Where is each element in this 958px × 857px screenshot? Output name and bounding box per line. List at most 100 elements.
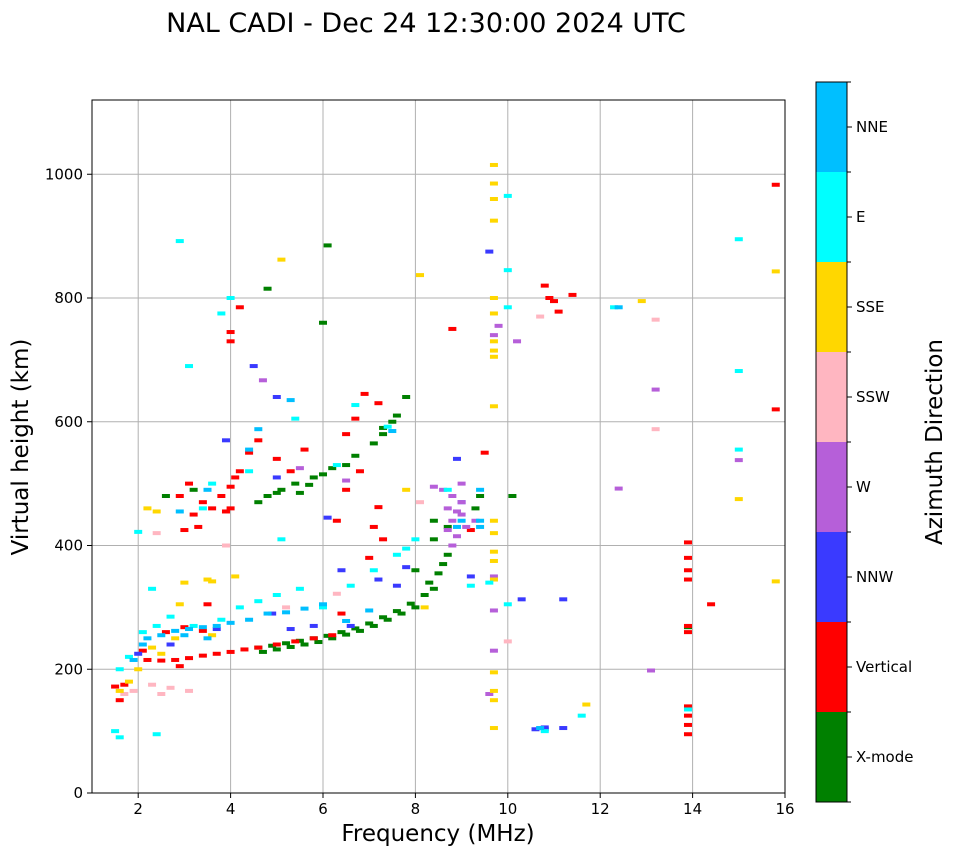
data-point-vertical — [466, 528, 475, 533]
data-point-nne — [342, 618, 351, 623]
data-point-nnw — [272, 475, 281, 480]
data-point-x-mode — [351, 626, 360, 631]
data-point-sse — [582, 702, 591, 707]
data-point-e — [503, 268, 512, 273]
data-point-vertical — [480, 450, 489, 455]
data-point-x-mode — [323, 243, 332, 248]
data-point-x-mode — [342, 463, 351, 468]
data-point-w — [452, 534, 461, 539]
grid-lines — [92, 100, 786, 794]
data-point-x-mode — [411, 568, 420, 573]
data-point-nnw — [309, 623, 318, 628]
data-point-vertical — [245, 450, 254, 455]
x-tick-label: 6 — [318, 800, 328, 818]
data-point-vertical — [683, 540, 692, 545]
data-point-vertical — [369, 524, 378, 529]
data-point-x-mode — [402, 395, 411, 399]
y-tick-label: 600 — [54, 413, 83, 431]
data-point-e — [503, 305, 512, 310]
data-point-e — [295, 586, 304, 591]
data-point-e — [111, 729, 120, 734]
data-point-e — [734, 447, 743, 452]
data-point-e — [152, 732, 161, 737]
data-point-vertical — [683, 555, 692, 560]
data-point-w — [457, 481, 466, 486]
data-point-vertical — [175, 494, 184, 498]
data-point-nnw — [392, 583, 401, 588]
data-point-x-mode — [319, 472, 327, 477]
data-point-nne — [175, 509, 184, 514]
x-tick-label: 10 — [498, 800, 517, 818]
data-point-w — [462, 524, 471, 529]
data-point-vertical — [332, 518, 341, 523]
data-point-vertical — [226, 484, 235, 489]
data-point-vertical — [157, 658, 166, 663]
data-point-e — [392, 552, 401, 557]
data-point-nnw — [337, 568, 346, 573]
data-point-sse — [489, 558, 498, 563]
data-point-vertical — [180, 625, 189, 630]
x-axis-ticks: 2 4 6 8 10 12 14 16 — [133, 793, 795, 818]
data-point-e — [683, 707, 692, 712]
data-point-sse — [489, 549, 498, 554]
data-point-e — [734, 369, 743, 374]
data-point-x-mode — [328, 636, 337, 641]
data-point-w — [489, 648, 498, 653]
data-points — [111, 162, 780, 740]
y-axis-label: Virtual height (km) — [8, 339, 34, 556]
data-point-vertical — [138, 648, 147, 653]
data-point-x-mode — [272, 647, 281, 652]
data-point-w — [734, 458, 743, 463]
data-point-e — [443, 487, 452, 492]
data-point-sse — [489, 339, 498, 344]
data-point-x-mode — [429, 586, 438, 591]
colorbar-label-vertical: Vertical — [856, 658, 912, 676]
data-point-sse — [489, 197, 498, 201]
data-point-nnw — [212, 627, 221, 632]
data-point-sse — [734, 497, 743, 502]
colorbar-segment — [816, 532, 847, 622]
data-point-e — [217, 617, 226, 622]
data-point-sse — [489, 311, 498, 316]
data-point-vertical — [208, 506, 217, 511]
data-point-vertical — [143, 657, 152, 662]
data-point-vertical — [550, 299, 558, 304]
data-point-x-mode — [309, 475, 318, 480]
data-point-vertical — [180, 528, 189, 533]
data-point-ssw — [536, 314, 545, 319]
data-point-x-mode — [300, 642, 309, 647]
data-point-e — [369, 568, 378, 573]
data-point-vertical — [235, 469, 244, 474]
data-point-e — [503, 602, 512, 607]
data-point-ssw — [157, 692, 166, 696]
data-point-nnw — [272, 395, 281, 399]
data-point-vertical — [286, 469, 295, 474]
data-point-sse — [416, 273, 425, 278]
data-point-e — [152, 623, 161, 628]
data-point-vertical — [360, 391, 369, 396]
data-point-vertical — [198, 628, 207, 633]
data-point-x-mode — [258, 649, 267, 654]
data-point-x-mode — [323, 633, 332, 638]
data-point-e — [291, 416, 300, 421]
data-point-x-mode — [328, 466, 337, 471]
y-tick-label: 0 — [73, 784, 83, 802]
data-point-sse — [148, 645, 157, 650]
data-point-sse — [489, 688, 498, 693]
data-point-vertical — [226, 339, 235, 344]
data-point-w — [448, 518, 457, 523]
colorbar-segment — [816, 712, 847, 802]
data-point-x-mode — [161, 494, 170, 498]
colorbar: X-mode Vertical NNW W SSW SSE E NNE — [815, 81, 913, 803]
colorbar-segment — [816, 442, 847, 532]
data-point-w — [489, 333, 498, 338]
data-point-e — [115, 667, 124, 672]
data-point-nnw — [286, 627, 295, 632]
data-point-x-mode — [392, 609, 401, 614]
data-point-x-mode — [508, 494, 517, 498]
data-point-e — [185, 364, 194, 369]
chart-title: NAL CADI - Dec 24 12:30:00 2024 UTC — [166, 8, 686, 39]
data-point-w — [513, 339, 522, 344]
data-point-w — [651, 387, 660, 392]
data-point-e — [734, 237, 743, 242]
